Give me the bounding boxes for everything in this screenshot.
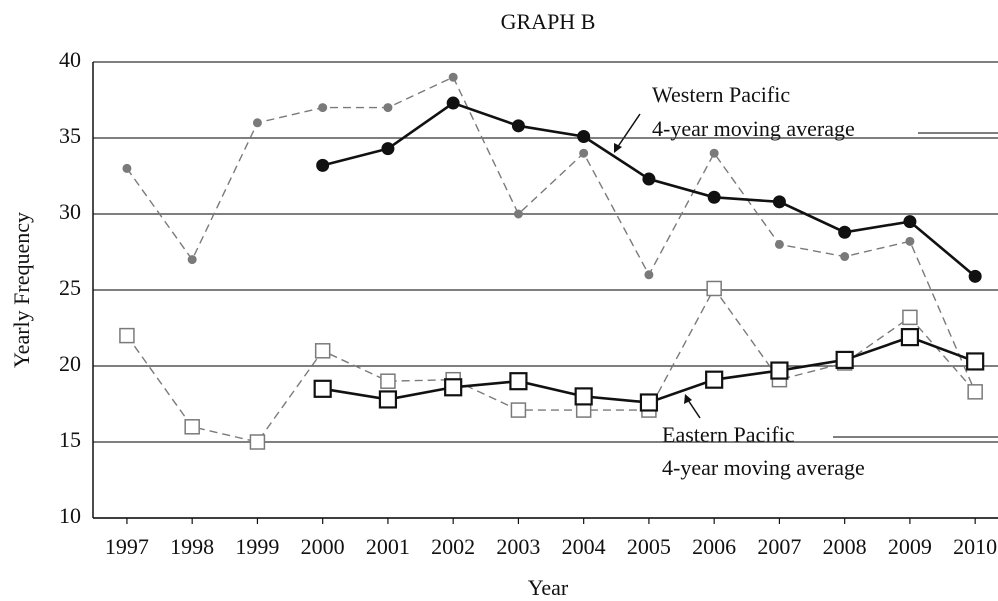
series-line (322, 101, 976, 278)
point (511, 119, 525, 133)
point (639, 393, 659, 412)
point (446, 96, 460, 110)
point (378, 390, 398, 409)
point (577, 129, 591, 143)
point (840, 252, 850, 262)
x-tick-label: 1997 (105, 534, 149, 559)
point (249, 434, 266, 450)
point (509, 372, 528, 391)
annotation: 4-year moving average (662, 455, 865, 480)
x-tick-label: 2007 (757, 534, 801, 559)
point (903, 215, 917, 229)
y-tick-label: 15 (59, 427, 81, 452)
y-tick-label: 10 (59, 503, 81, 528)
point (968, 269, 982, 283)
point (709, 148, 719, 158)
series-line (126, 76, 976, 393)
annotation-arrow (687, 399, 701, 419)
annotation-arrow (616, 113, 641, 149)
x-tick-label: 1998 (170, 534, 214, 559)
series-line (322, 335, 976, 404)
point (905, 236, 915, 246)
point (900, 328, 920, 347)
point (574, 387, 593, 406)
x-tick-label: 1999 (235, 534, 279, 559)
point (513, 209, 523, 219)
x-tick-label: 2009 (888, 534, 932, 559)
x-tick-label: 2002 (431, 534, 475, 559)
point (774, 239, 784, 249)
arrow-head (614, 143, 622, 153)
point (838, 225, 852, 239)
point (313, 379, 332, 398)
annotation: 4-year moving average (652, 116, 855, 141)
annotation: Western Pacific (652, 82, 790, 107)
series-line (126, 287, 976, 443)
y-tick-label: 40 (59, 47, 81, 72)
point (772, 195, 786, 209)
point (705, 370, 724, 389)
point (444, 378, 463, 397)
point (119, 327, 135, 344)
point (383, 103, 393, 113)
point (510, 402, 527, 418)
point (967, 384, 983, 400)
annotation: Eastern Pacific (662, 422, 795, 447)
point (966, 352, 985, 371)
point (122, 163, 132, 173)
y-tick-label: 20 (59, 351, 81, 376)
point (642, 172, 656, 186)
point (770, 361, 789, 380)
point (314, 343, 331, 359)
x-tick-label: 2010 (953, 534, 997, 559)
x-tick-label: 2005 (627, 534, 671, 559)
point (381, 142, 395, 156)
point (184, 419, 200, 435)
x-tick-label: 2006 (692, 534, 736, 559)
point (707, 190, 721, 204)
point (835, 350, 854, 370)
point (644, 270, 654, 280)
point (316, 158, 330, 172)
point (252, 118, 262, 128)
x-axis-label: Year (528, 575, 569, 600)
point (902, 309, 918, 326)
x-tick-label: 2001 (366, 534, 410, 559)
point (318, 103, 328, 113)
point (380, 373, 396, 389)
point (706, 280, 722, 297)
y-tick-label: 35 (59, 123, 81, 148)
x-tick-label: 2003 (496, 534, 540, 559)
point (448, 72, 458, 82)
x-tick-label: 2000 (301, 534, 345, 559)
x-tick-label: 2004 (562, 534, 606, 559)
chart-title: GRAPH B (501, 9, 596, 34)
point (579, 148, 589, 158)
point (187, 255, 197, 265)
y-tick-label: 25 (59, 275, 81, 300)
x-tick-label: 2008 (823, 534, 867, 559)
y-axis-label: Yearly Frequency (9, 212, 34, 368)
arrow-head (684, 394, 692, 404)
y-tick-label: 30 (59, 199, 81, 224)
